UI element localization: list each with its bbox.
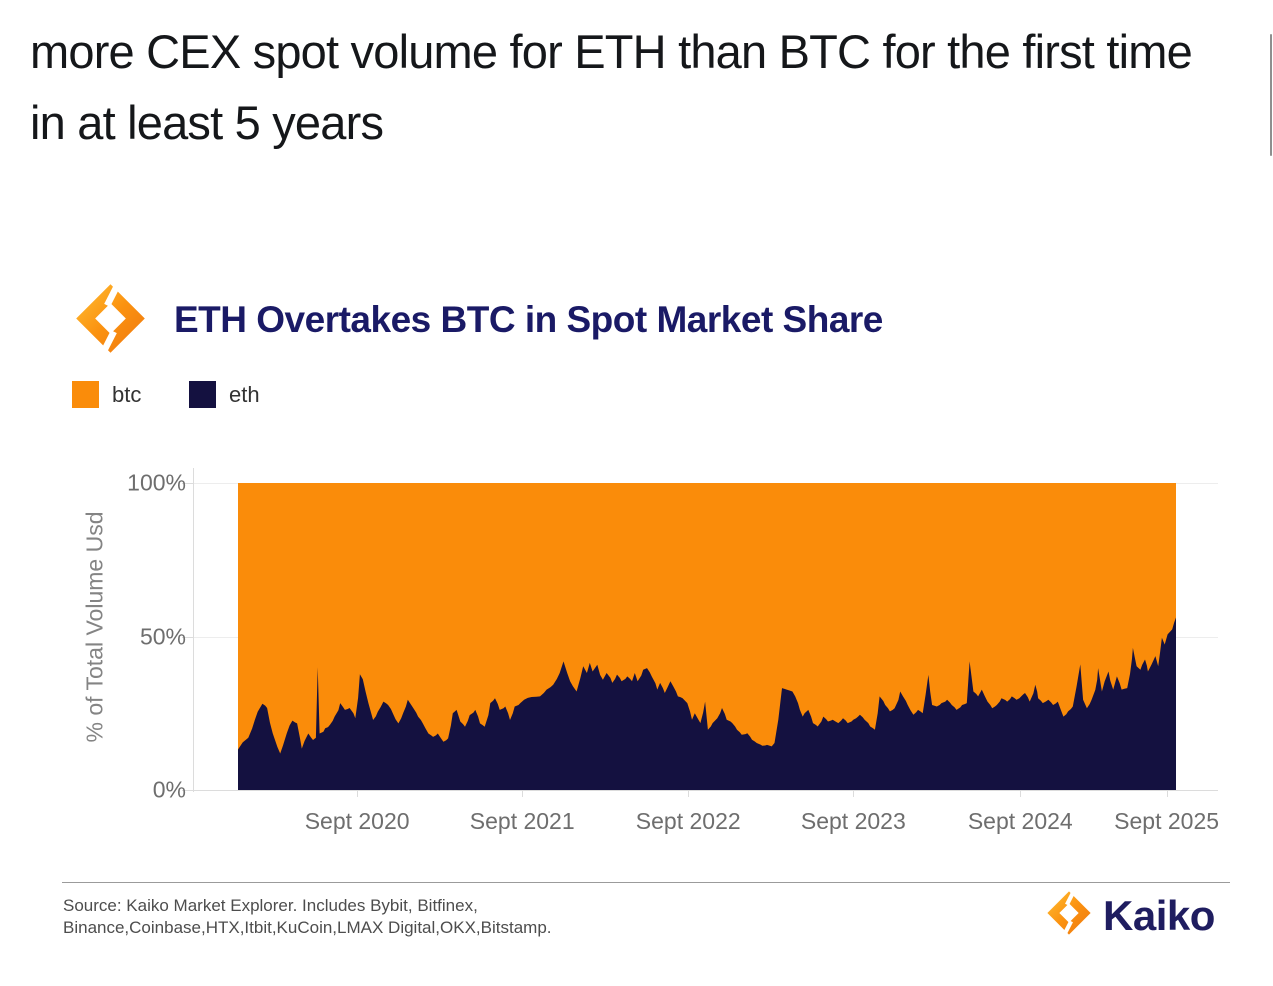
y-axis-title: % of Total Volume Usd [81,511,108,743]
x-tick-label: Sept 2020 [304,808,410,834]
y-tick-label-0: 0% [152,776,186,803]
x-tick [1020,790,1022,797]
y-tick-0 [182,790,193,791]
legend-label-btc: btc [112,381,142,407]
x-tick [1166,790,1168,797]
footer-divider [62,882,1230,883]
x-tick-label: Sept 2025 [1114,808,1220,834]
y-tick-label-50: 50% [139,623,186,649]
eth-swatch-icon [189,381,216,408]
kaiko-logo-icon [76,282,145,355]
eth-area [238,617,1176,790]
x-tick-label: Sept 2024 [967,808,1073,834]
x-tick [853,790,855,797]
btc-swatch-icon [72,381,99,408]
x-tick-label: Sept 2022 [635,808,741,834]
x-tick [522,790,524,797]
source-line-2: Binance,Coinbase,HTX,Itbit,KuCoin,LMAX D… [63,918,552,937]
source-line-1: Source: Kaiko Market Explorer. Includes … [63,896,478,915]
x-axis-line [193,790,1218,791]
scrollbar-thumb[interactable] [1270,34,1272,156]
stacked-area-chart [238,483,1176,790]
x-tick-label: Sept 2023 [800,808,906,834]
legend-label-eth: eth [229,381,260,407]
x-tick [357,790,359,797]
headline: more CEX spot volume for ETH than BTC fo… [30,25,1193,149]
y-axis-line [193,468,194,792]
legend-item-btc: btc [72,381,141,408]
chart-title: ETH Overtakes BTC in Spot Market Share [174,299,883,340]
y-tick-100 [182,483,193,484]
source-text: Source: Kaiko Market Explorer. Includes … [63,895,703,939]
x-tick-label: Sept 2021 [469,808,575,834]
y-tick-label-100: 100% [127,469,186,496]
kaiko-logo-icon [1047,889,1091,937]
legend-item-eth: eth [189,381,260,408]
x-tick [688,790,690,797]
y-tick-50 [182,636,193,638]
kaiko-wordmark: Kaiko [1103,892,1215,939]
